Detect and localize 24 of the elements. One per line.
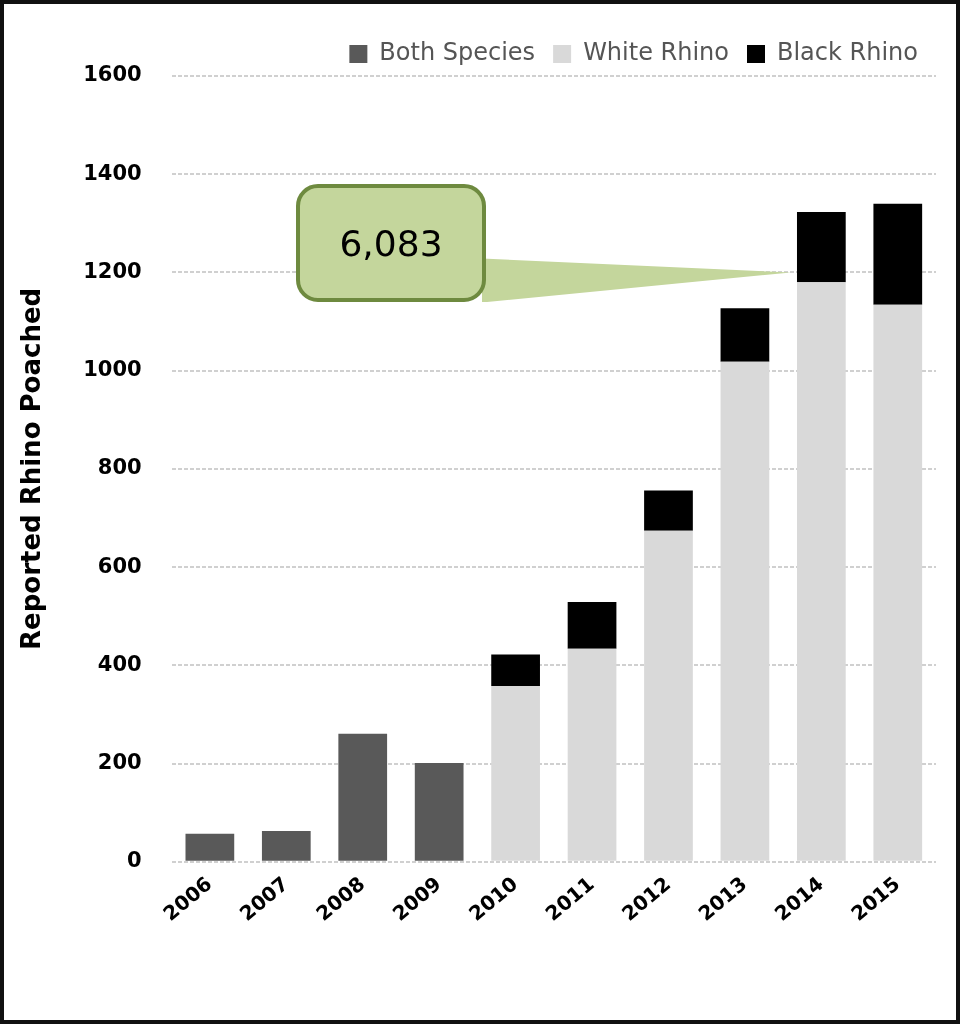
legend-label: Both Species [379,38,536,67]
y-axis-title: Reported Rhino Poached [16,287,47,650]
y-tick-label: 1600 [83,62,142,87]
bar [873,203,923,305]
bar [644,490,693,531]
annotation: 6,083 [296,184,486,303]
legend-label: Black Rhino [776,38,918,67]
bar [567,602,617,649]
y-tick-label: 1400 [83,160,142,185]
y-tick-label: 1000 [83,357,142,382]
bar [185,833,235,861]
y-tick-label: 400 [97,651,142,676]
bar [796,212,846,283]
y-tick-label: 1200 [83,258,142,283]
legend-label: White Rhino [583,38,729,67]
bar [720,308,770,362]
bar [491,654,540,686]
y-tick-label: 0 [127,848,142,873]
bar [338,733,388,861]
y-tick-label: 600 [97,553,142,578]
bar [414,763,464,861]
bar [261,830,311,861]
y-tick-label: 200 [97,750,142,775]
y-tick-label: 800 [97,455,142,480]
